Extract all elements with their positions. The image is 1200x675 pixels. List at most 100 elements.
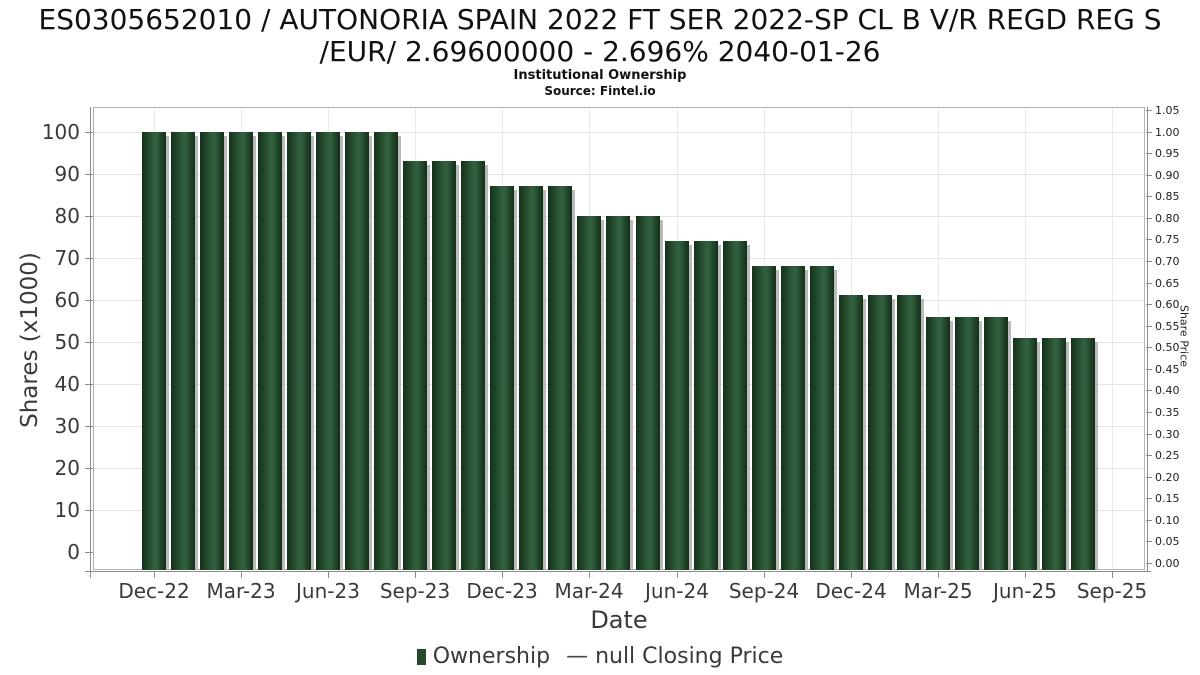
- y-axis-right-tick-label: 0.45: [1155, 363, 1180, 376]
- bar-shadow: [543, 190, 546, 569]
- x-axis-tick: [1025, 571, 1026, 578]
- y-axis-left-tick-label: 50: [54, 330, 80, 354]
- bar-shadow: [398, 136, 401, 569]
- y-axis-right-tick: [1146, 261, 1152, 262]
- y-axis-left-tick-label: 100: [41, 120, 80, 144]
- x-axis-spine: [85, 571, 1151, 572]
- y-axis-left-title: Shares (x1000): [17, 252, 43, 428]
- bar-shadow: [427, 165, 430, 569]
- bar-shadow: [485, 165, 488, 569]
- x-axis-tick-label: Mar-24: [554, 579, 624, 603]
- x-axis-tick: [328, 571, 329, 578]
- x-axis-tick-label: Sep-24: [728, 579, 800, 603]
- x-axis-tick: [241, 571, 242, 578]
- ownership-bar: [868, 295, 892, 570]
- y-axis-right-tick-label: 0.50: [1155, 341, 1180, 354]
- y-axis-right-tick-label: 0.40: [1155, 384, 1180, 397]
- bar-shadow: [776, 270, 779, 569]
- ownership-bar: [1042, 338, 1066, 570]
- y-axis-left-tick-label: 60: [54, 288, 80, 312]
- y-axis-right-tick: [1146, 347, 1152, 348]
- x-axis-tick: [502, 571, 503, 578]
- y-axis-right-tick: [1146, 153, 1152, 154]
- bar-shadow: [863, 299, 866, 569]
- bar-shadow: [921, 299, 924, 569]
- x-axis-tick-label: Mar-25: [903, 579, 973, 603]
- y-axis-right-tick-label: 0.75: [1155, 233, 1180, 246]
- y-axis-right-tick-label: 0.00: [1155, 557, 1180, 570]
- y-axis-right-tick: [1146, 477, 1152, 478]
- ownership-bar: [694, 241, 718, 570]
- ownership-bar: [752, 266, 776, 570]
- bar-shadow: [1066, 342, 1069, 569]
- y-axis-left-tick-label: 0: [67, 540, 80, 564]
- ownership-bar: [1071, 338, 1095, 570]
- ownership-bar: [665, 241, 689, 570]
- y-axis-left-tick: [85, 510, 93, 511]
- x-axis-tick-label: Mar-23: [206, 579, 276, 603]
- y-axis-right-tick: [1146, 520, 1152, 521]
- y-axis-right-tick: [1146, 304, 1152, 305]
- y-axis-left-tick: [85, 552, 93, 553]
- ownership-bar: [258, 132, 282, 570]
- bar-shadow: [601, 220, 604, 569]
- legend-ownership-label: Ownership: [432, 644, 551, 669]
- y-axis-right-tick: [1146, 132, 1152, 133]
- bar-shadow: [514, 190, 517, 569]
- y-axis-left-tick-label: 80: [54, 204, 80, 228]
- ownership-bar: [345, 132, 369, 570]
- y-axis-right-tick: [1146, 110, 1152, 111]
- y-axis-right-tick-label: 0.70: [1155, 255, 1180, 268]
- ownership-bar: [984, 317, 1008, 570]
- bar-shadow: [747, 245, 750, 569]
- x-axis-tick: [764, 571, 765, 578]
- ownership-bar: [374, 132, 398, 570]
- ownership-bar: [955, 317, 979, 570]
- y-axis-left-tick: [85, 426, 93, 427]
- ownership-bar: [229, 132, 253, 570]
- y-axis-left-tick-label: 70: [54, 246, 80, 270]
- ownership-bar: [548, 186, 572, 570]
- gridline-vertical: [1112, 108, 1113, 569]
- bar-shadow: [1008, 321, 1011, 569]
- price-line-icon: —: [566, 644, 589, 669]
- bar-shadow: [630, 220, 633, 569]
- y-axis-right-tick-label: 0.65: [1155, 277, 1180, 290]
- y-axis-right-tick-label: 0.80: [1155, 212, 1180, 225]
- bar-shadow: [689, 245, 692, 569]
- y-axis-right-spine: [1147, 107, 1148, 572]
- y-axis-left-tick: [85, 468, 93, 469]
- gridline-horizontal: [94, 132, 1144, 133]
- bar-shadow: [195, 136, 198, 569]
- y-axis-right-tick-label: 0.10: [1155, 514, 1180, 527]
- y-axis-right-tick: [1146, 239, 1152, 240]
- bar-shadow: [1095, 342, 1098, 569]
- bar-shadow: [979, 321, 982, 569]
- x-axis-tick-label: Jun-25: [993, 579, 1057, 603]
- y-axis-left-tick-label: 40: [54, 372, 80, 396]
- y-axis-right-tick-label: 0.85: [1155, 190, 1180, 203]
- y-axis-left-tick-label: 20: [54, 456, 80, 480]
- ownership-bar: [403, 161, 427, 570]
- x-axis-title: Date: [590, 606, 648, 634]
- ownership-swatch-icon: [416, 648, 426, 665]
- bar-shadow: [311, 136, 314, 569]
- chart-title-line1: ES0305652010 / AUTONORIA SPAIN 2022 FT S…: [38, 3, 1162, 36]
- y-axis-right-tick-label: 0.60: [1155, 298, 1180, 311]
- y-axis-right-tick: [1146, 434, 1152, 435]
- y-axis-right-tick: [1146, 455, 1152, 456]
- ownership-bar: [839, 295, 863, 570]
- y-axis-right-tick-label: 0.95: [1155, 147, 1180, 160]
- bar-shadow: [166, 136, 169, 569]
- y-axis-right-tick-label: 1.00: [1155, 126, 1180, 139]
- source-label: Source: Fintel.io: [544, 84, 656, 98]
- chart-subtitle: Institutional Ownership: [513, 68, 687, 83]
- ownership-bar: [926, 317, 950, 570]
- x-axis-tick: [851, 571, 852, 578]
- y-axis-left-tick: [85, 132, 93, 133]
- bar-shadow: [224, 136, 227, 569]
- y-axis-left-tick: [85, 216, 93, 217]
- y-axis-right-tick-label: 0.05: [1155, 535, 1180, 548]
- y-axis-right-tick: [1146, 541, 1152, 542]
- x-axis-tick-label: Dec-23: [466, 579, 538, 603]
